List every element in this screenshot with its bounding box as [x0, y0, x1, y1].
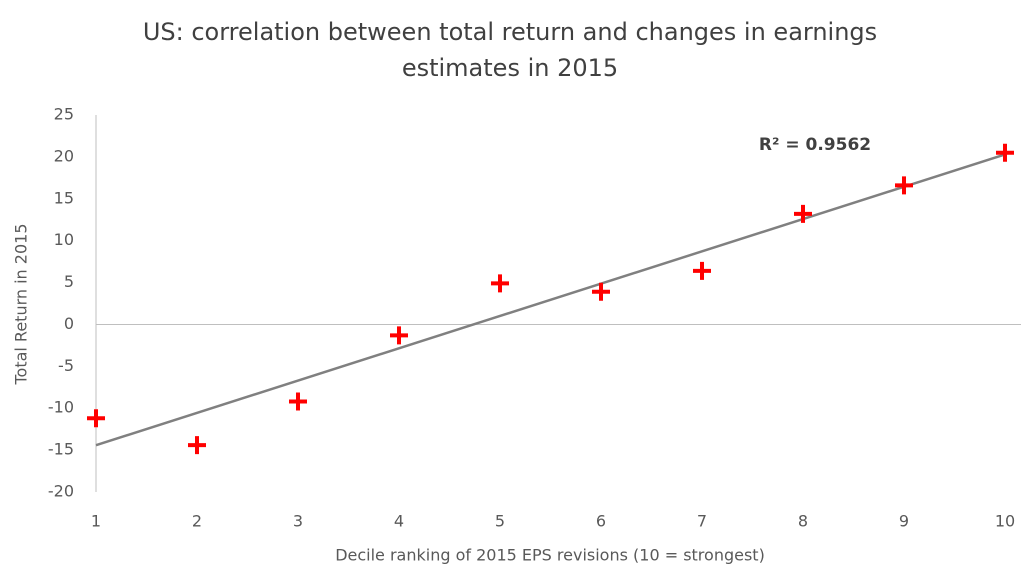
x-tick-label: 9 — [899, 512, 909, 531]
x-tick-label: 6 — [596, 512, 606, 531]
point — [289, 392, 307, 411]
x-tick-label: 8 — [798, 512, 808, 531]
point — [390, 326, 408, 345]
y-tick-label: -10 — [48, 398, 74, 417]
x-tick-label: 4 — [394, 512, 404, 531]
y-tick-label: -20 — [48, 482, 74, 501]
point — [592, 282, 610, 301]
trendline — [95, 153, 1006, 447]
x-tick-label: 7 — [697, 512, 707, 531]
x-tick-label: 2 — [192, 512, 202, 531]
point — [794, 204, 812, 223]
x-axis-title: Decile ranking of 2015 EPS revisions (10… — [335, 546, 765, 565]
y-tick-label: 10 — [54, 230, 74, 249]
y-axis-title: Total Return in 2015 — [12, 223, 31, 385]
point — [491, 274, 509, 293]
point — [895, 176, 913, 195]
point — [996, 143, 1014, 162]
x-tick-label: 3 — [293, 512, 303, 531]
chart-title: US: correlation between total return and… — [143, 18, 877, 46]
r-squared: R² = 0.9562 — [759, 135, 871, 155]
x-tick-label: 10 — [995, 512, 1015, 531]
y-tick-label: 5 — [64, 272, 74, 291]
point — [188, 436, 206, 455]
point — [693, 261, 711, 280]
x-tick-label: 5 — [495, 512, 505, 531]
chart-title: estimates in 2015 — [402, 54, 618, 82]
x-tick-label: 1 — [91, 512, 101, 531]
y-tick-label: 0 — [64, 314, 74, 333]
point — [87, 409, 105, 428]
y-tick-label: -15 — [48, 440, 74, 459]
y-tick-label: 20 — [54, 146, 74, 165]
y-tick-label: -5 — [58, 356, 74, 375]
y-tick-label: 15 — [54, 188, 74, 207]
y-tick-label: 25 — [54, 105, 74, 124]
